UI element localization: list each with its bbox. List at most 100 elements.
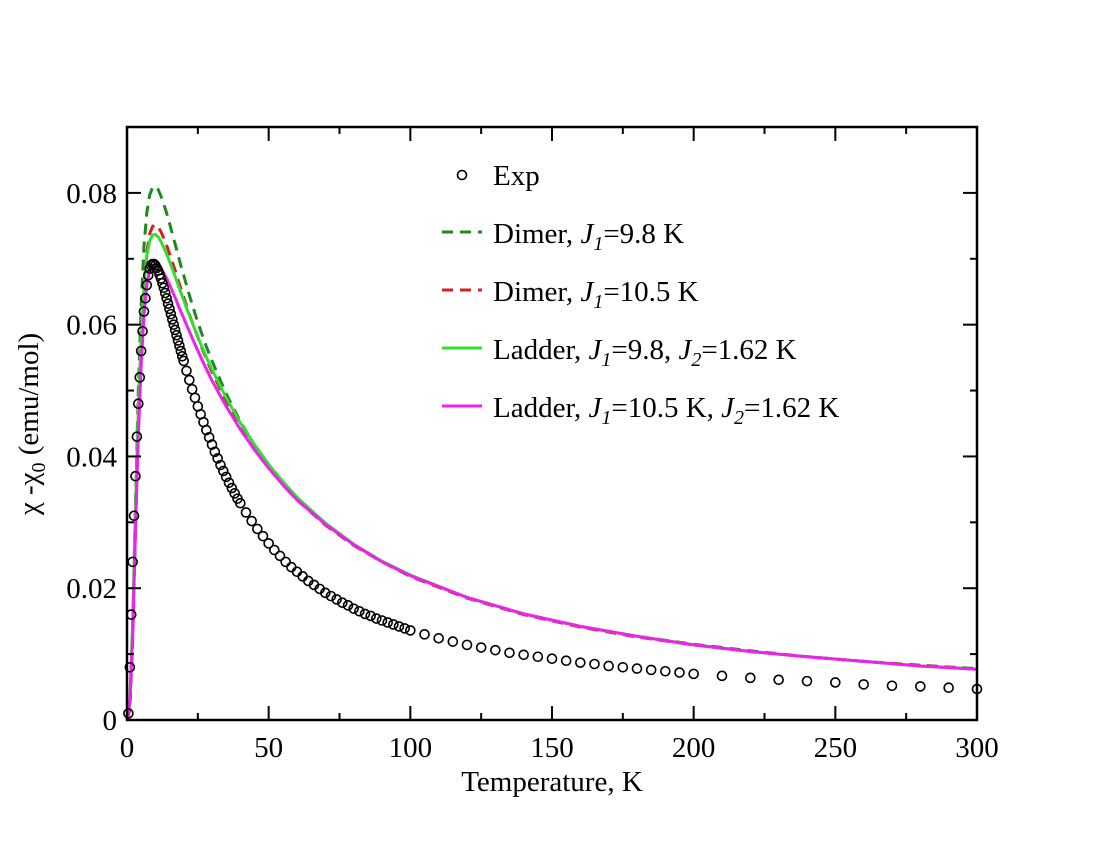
data-point <box>134 372 146 383</box>
y-axis-title: χ -χ0 (emu/mol) <box>13 333 50 516</box>
legend-item-ladder-10.5: Ladder, J1=10.5 K, J2=1.62 K <box>442 392 839 429</box>
data-point <box>162 298 174 309</box>
y-tick-label: 0.06 <box>66 310 117 342</box>
data-point <box>801 675 813 687</box>
data-point <box>359 608 371 620</box>
x-tick-label: 0 <box>120 732 135 764</box>
data-point <box>269 544 280 556</box>
data-point <box>575 657 586 668</box>
data-point <box>130 470 141 482</box>
x-tick-label: 50 <box>254 732 283 764</box>
data-point <box>388 619 399 630</box>
data-point <box>773 674 784 686</box>
data-point <box>171 329 182 341</box>
data-point <box>560 655 572 667</box>
legend-item-dimer-9.8: Dimer, J1=9.8 K <box>442 218 684 255</box>
data-point <box>342 600 354 611</box>
legend-label: Ladder, J1=9.8, J2=1.62 K <box>493 334 797 371</box>
data-point <box>490 644 501 656</box>
data-point <box>167 314 178 325</box>
data-point <box>532 651 544 663</box>
data-point <box>168 319 180 330</box>
data-point <box>325 590 337 602</box>
data-point <box>674 667 685 678</box>
data-point <box>257 530 269 542</box>
data-point <box>393 621 405 632</box>
data-point <box>186 383 198 395</box>
x-axis-title: Temperature, K <box>461 766 643 798</box>
legend-label: Dimer, J1=10.5 K <box>493 276 699 313</box>
data-point <box>419 629 430 640</box>
data-point <box>617 661 629 673</box>
data-point <box>133 398 144 410</box>
data-point <box>546 653 558 665</box>
data-point <box>603 660 614 672</box>
data-point <box>405 625 416 636</box>
x-tick-label: 250 <box>814 732 858 764</box>
data-point <box>263 538 274 549</box>
legend-item-Exp: Exp <box>456 160 540 192</box>
data-point <box>858 679 869 690</box>
data-point <box>252 523 263 535</box>
data-point <box>240 507 252 518</box>
data-point <box>181 365 192 377</box>
data-point <box>155 273 167 284</box>
data-point <box>518 649 529 661</box>
legend-marker <box>456 169 468 181</box>
legend: Exp Dimer, J1=9.8 K Dimer, J1=10.5 K Ladder… <box>442 160 839 429</box>
series-line-dimer-9.8 <box>125 184 978 721</box>
data-point <box>461 639 473 651</box>
data-point <box>164 303 175 315</box>
data-point <box>337 597 348 609</box>
data-point <box>123 708 134 719</box>
data-point <box>354 605 365 617</box>
data-point <box>172 335 184 346</box>
data-point <box>589 658 600 670</box>
data-point <box>475 642 487 653</box>
data-point <box>174 340 185 352</box>
data-point <box>169 324 181 336</box>
data-point <box>124 661 136 673</box>
data-point <box>943 682 954 694</box>
data-point <box>141 279 153 291</box>
data-point <box>175 345 187 357</box>
y-tick-label: 0.02 <box>66 573 117 605</box>
data-point <box>189 392 201 404</box>
data-point <box>159 287 171 299</box>
data-point <box>220 471 232 483</box>
data-point <box>631 663 643 674</box>
data-point <box>140 293 151 304</box>
y-tick-label: 0 <box>103 705 118 737</box>
data-point <box>135 345 147 357</box>
data-point <box>128 510 140 522</box>
data-point <box>399 623 410 634</box>
x-tick-label: 100 <box>389 732 433 764</box>
x-tick-label: 150 <box>530 732 574 764</box>
data-point <box>320 587 331 599</box>
y-tick-label: 0.08 <box>66 178 117 210</box>
data-point <box>165 308 177 320</box>
data-point <box>138 306 150 317</box>
legend-item-ladder-9.8: Ladder, J1=9.8, J2=1.62 K <box>442 334 797 371</box>
data-point <box>504 647 515 659</box>
data-point <box>212 453 223 464</box>
legend-label: Ladder, J1=10.5 K, J2=1.62 K <box>493 392 839 429</box>
y-tick-label: 0.04 <box>66 441 117 473</box>
data-point <box>131 431 143 442</box>
data-point <box>433 632 444 644</box>
data-point <box>376 615 388 626</box>
data-point <box>915 681 926 692</box>
x-tick-label: 300 <box>955 732 999 764</box>
series-layer <box>123 184 983 721</box>
data-point <box>331 594 342 605</box>
legend-label: Dimer, J1=9.8 K <box>493 218 684 255</box>
data-point <box>365 610 376 622</box>
data-point <box>246 515 257 527</box>
series-markers-Exp <box>123 258 983 719</box>
data-point <box>137 325 148 337</box>
data-point <box>209 446 221 458</box>
data-point <box>176 350 188 362</box>
data-point <box>886 680 898 692</box>
data-point <box>280 556 291 568</box>
